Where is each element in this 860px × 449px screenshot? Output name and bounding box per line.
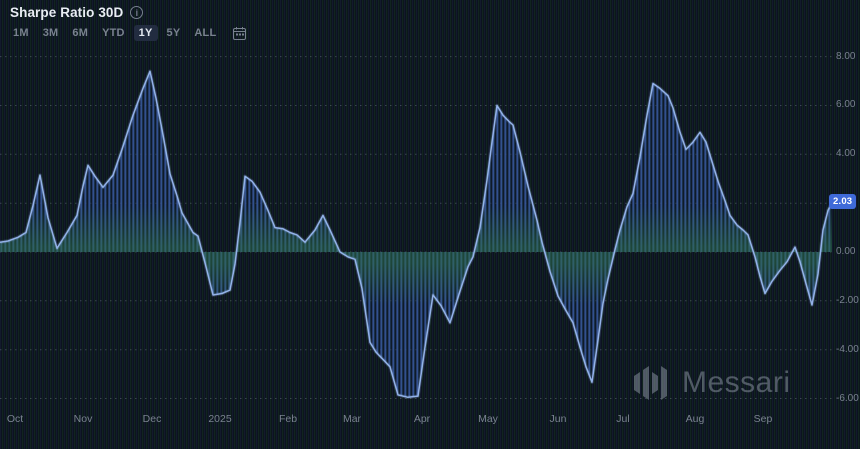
- last-value-badge: 2.03: [829, 194, 857, 209]
- range-button-5y[interactable]: 5Y: [166, 27, 181, 39]
- x-axis-label: Mar: [342, 413, 362, 425]
- zero-band: [0, 205, 832, 305]
- x-axis-label: Aug: [685, 413, 705, 425]
- y-axis-label: -4.00: [836, 344, 859, 355]
- range-button-1m[interactable]: 1M: [13, 27, 29, 39]
- y-axis-label: -2.00: [836, 295, 859, 306]
- range-button-6m[interactable]: 6M: [72, 27, 89, 39]
- range-button-1y[interactable]: 1Y: [133, 25, 158, 41]
- x-axis-label: Jun: [549, 413, 567, 425]
- range-button-all[interactable]: ALL: [194, 27, 217, 39]
- range-button-ytd[interactable]: YTD: [102, 27, 125, 39]
- x-axis-label: Dec: [142, 413, 162, 425]
- x-axis-label: Feb: [278, 413, 298, 425]
- time-range-toolbar: 1M 3M 6M YTD 1Y 5Y ALL: [8, 25, 247, 41]
- range-button-3m[interactable]: 3M: [42, 27, 59, 39]
- y-axis-label: 4.00: [836, 148, 856, 159]
- chart-header: Sharpe Ratio 30D i: [10, 5, 144, 20]
- x-axis-label: Sep: [753, 413, 773, 425]
- series-line: [0, 70, 833, 399]
- x-axis-label: May: [478, 413, 498, 425]
- x-axis-label: Oct: [6, 413, 24, 425]
- x-axis-label: Apr: [413, 413, 431, 425]
- info-icon[interactable]: i: [130, 6, 144, 19]
- y-axis-label: 6.00: [836, 99, 856, 110]
- y-axis-label: 0.00: [836, 246, 856, 257]
- page-title: Sharpe Ratio 30D: [10, 5, 124, 20]
- x-axis-label: Jul: [616, 413, 630, 425]
- calendar-icon[interactable]: [233, 26, 247, 40]
- x-axis-label: 2025: [208, 413, 232, 425]
- y-axis-label: -6.00: [836, 393, 859, 404]
- y-axis-label: 8.00: [836, 51, 856, 62]
- x-axis-label: Nov: [73, 413, 93, 425]
